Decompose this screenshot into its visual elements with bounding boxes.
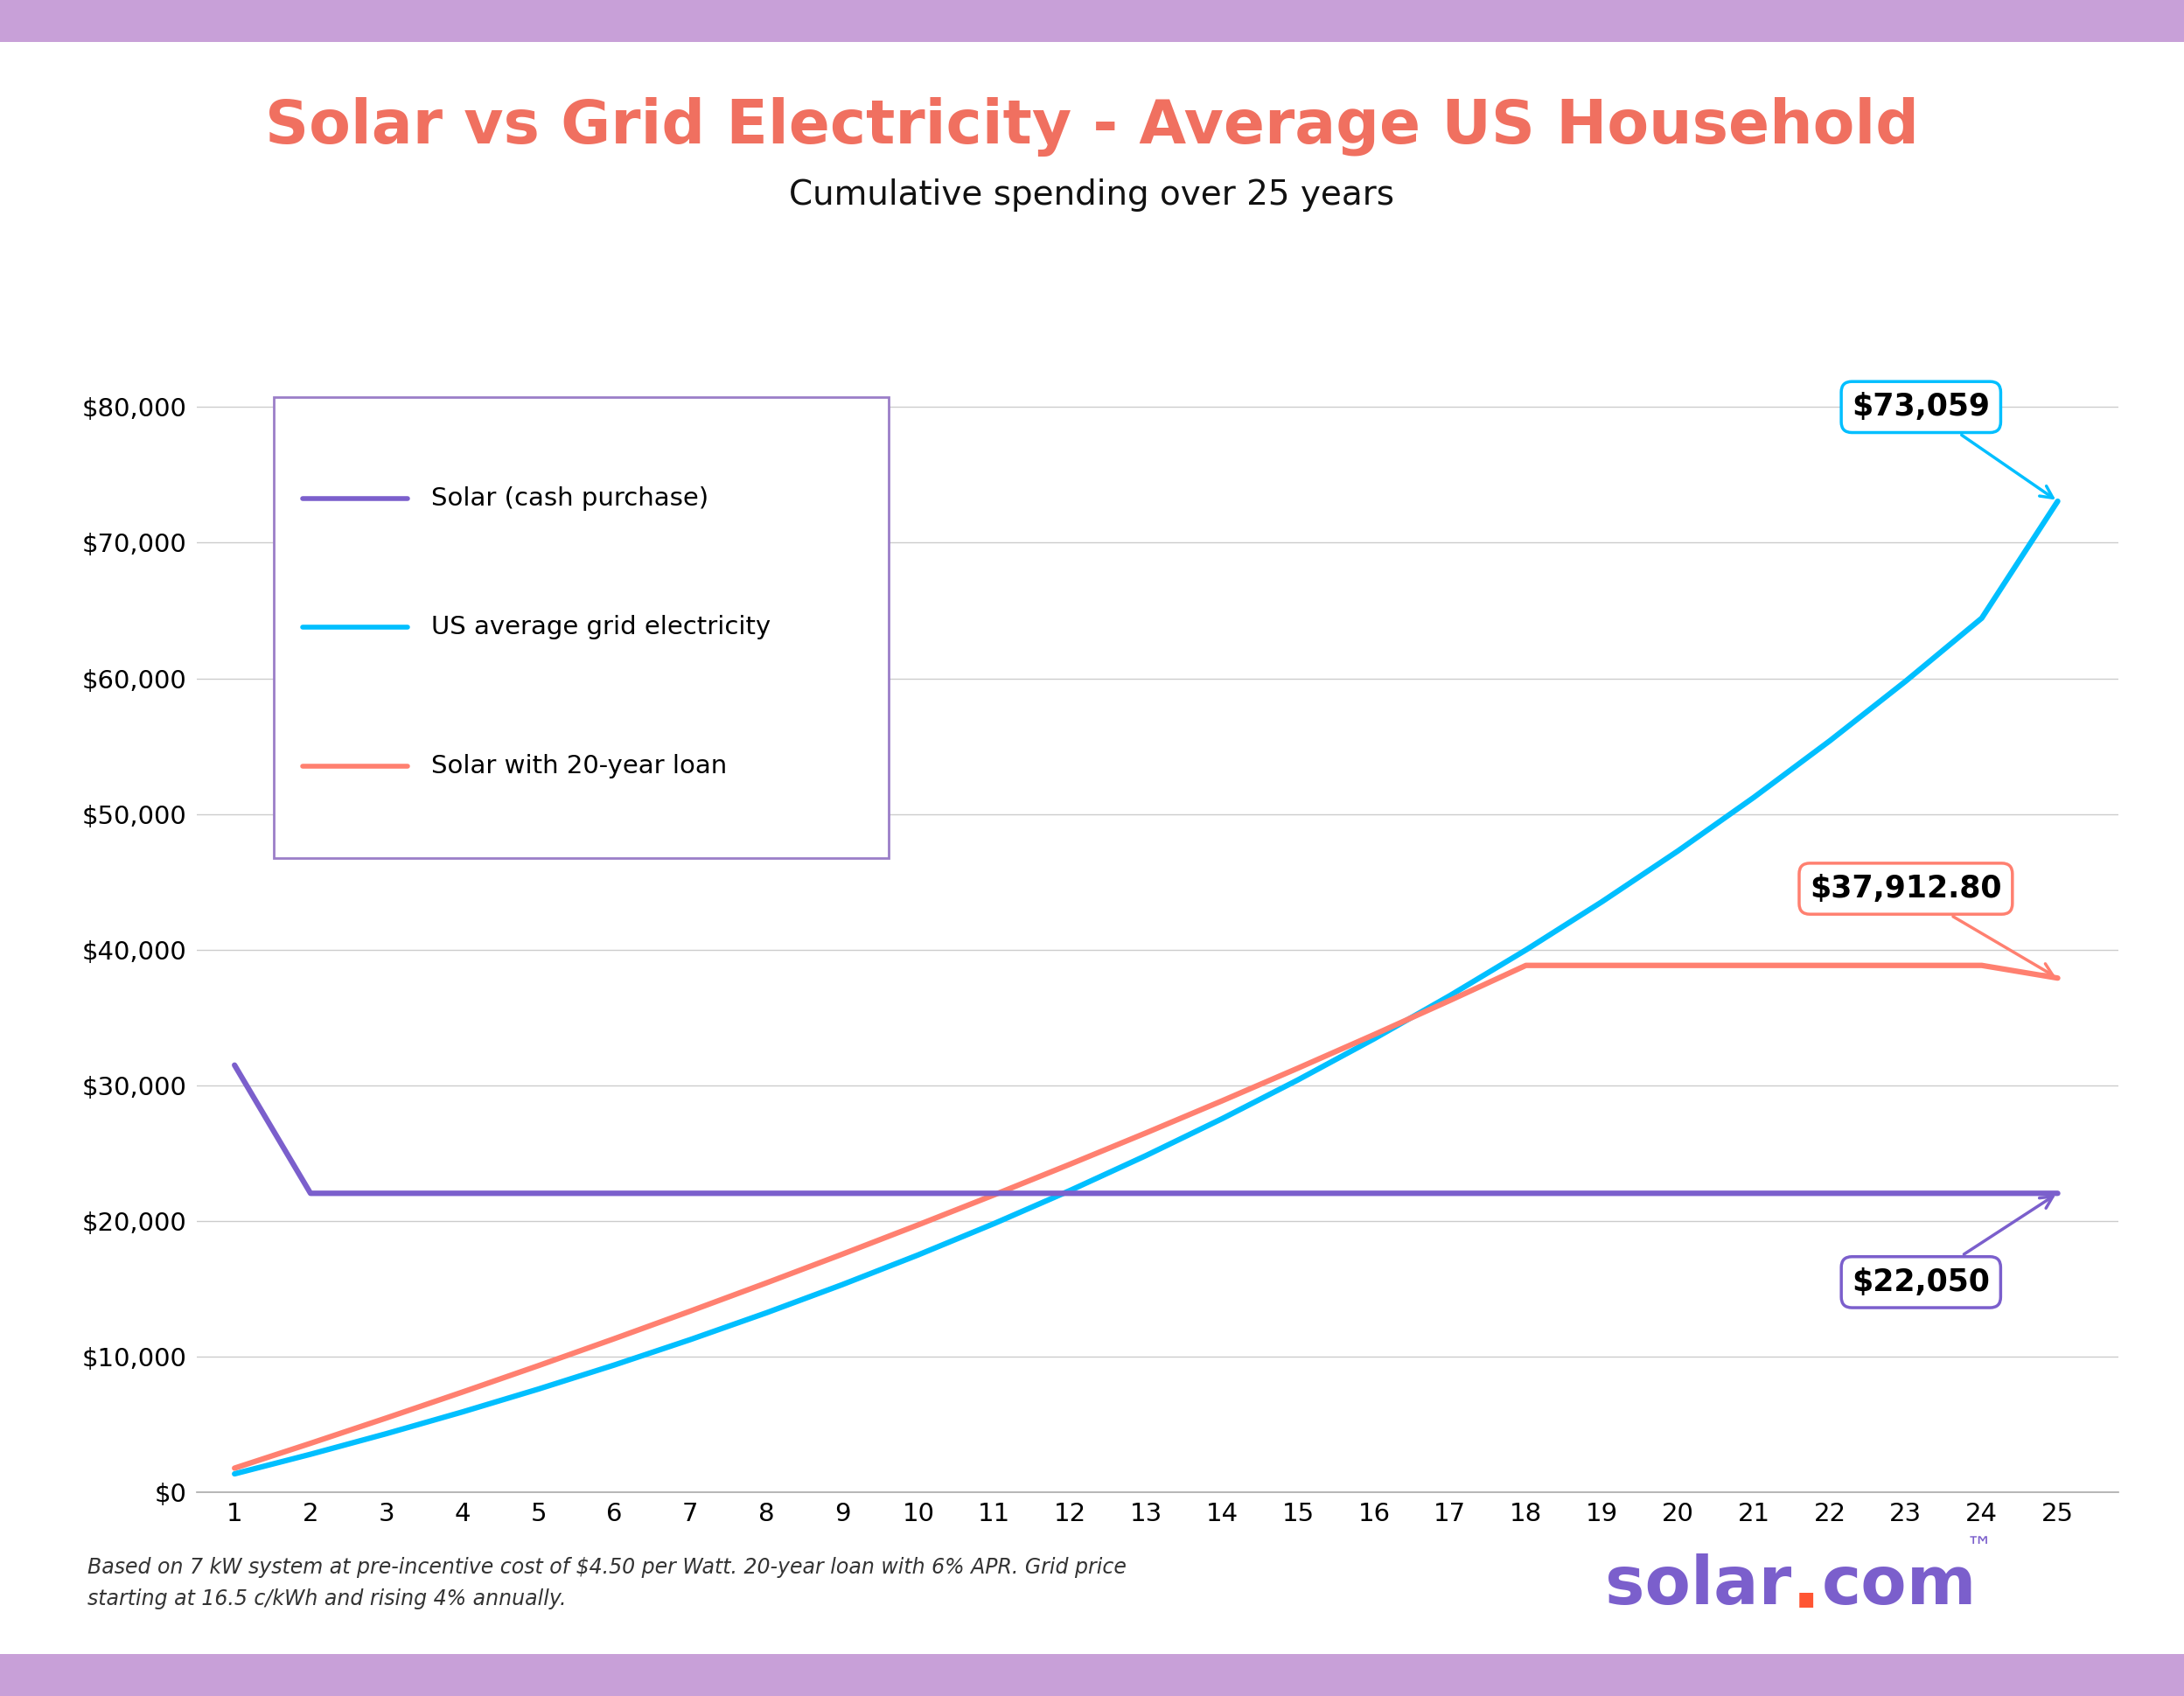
Text: US average grid electricity: US average grid electricity: [430, 616, 771, 639]
Text: starting at 16.5 c/kWh and rising 4% annually.: starting at 16.5 c/kWh and rising 4% ann…: [87, 1589, 566, 1610]
Text: $22,050: $22,050: [1852, 1196, 2053, 1297]
Text: Solar (cash purchase): Solar (cash purchase): [430, 487, 708, 510]
Text: com: com: [1821, 1554, 1977, 1618]
Text: Solar with 20-year loan: Solar with 20-year loan: [430, 753, 727, 778]
Text: $37,912.80: $37,912.80: [1811, 873, 2053, 975]
FancyBboxPatch shape: [273, 397, 889, 858]
Text: Cumulative spending over 25 years: Cumulative spending over 25 years: [788, 178, 1396, 212]
Text: Based on 7 kW system at pre-incentive cost of $4.50 per Watt. 20-year loan with : Based on 7 kW system at pre-incentive co…: [87, 1557, 1127, 1577]
Text: $73,059: $73,059: [1852, 392, 2053, 499]
Text: .: .: [1791, 1547, 1821, 1625]
Text: solar: solar: [1605, 1554, 1791, 1618]
Text: ™: ™: [1966, 1537, 1992, 1560]
Text: Solar vs Grid Electricity - Average US Household: Solar vs Grid Electricity - Average US H…: [264, 97, 1920, 158]
